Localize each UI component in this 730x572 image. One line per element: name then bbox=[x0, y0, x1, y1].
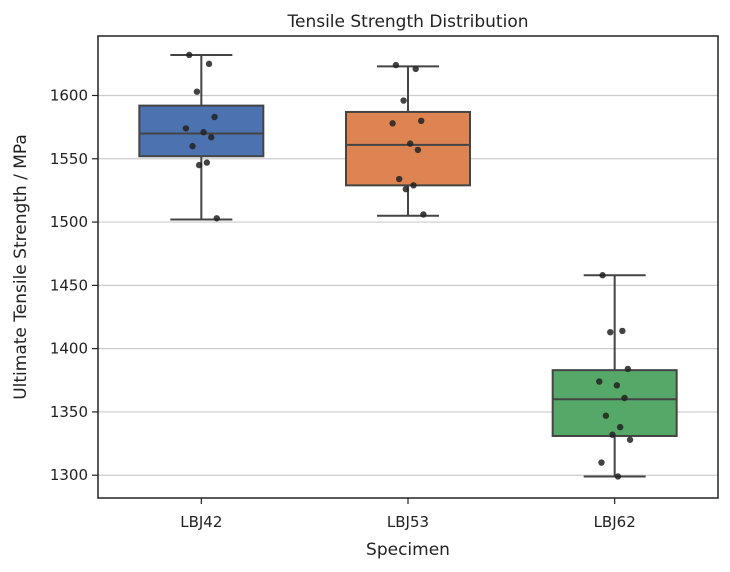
data-point bbox=[619, 327, 626, 335]
box-lbj62 bbox=[551, 274, 678, 478]
data-point bbox=[407, 140, 414, 147]
data-point bbox=[182, 125, 190, 132]
data-point bbox=[402, 185, 409, 193]
y-tick-label: 1350 bbox=[50, 403, 88, 421]
data-point bbox=[200, 128, 207, 136]
y-tick-label: 1300 bbox=[50, 466, 88, 484]
data-point bbox=[203, 159, 211, 166]
data-point bbox=[616, 423, 624, 431]
box-lbj42 bbox=[138, 53, 265, 221]
data-point bbox=[211, 113, 218, 121]
x-tick-label: LBJ42 bbox=[180, 513, 222, 531]
data-point bbox=[418, 117, 425, 125]
data-point bbox=[392, 61, 400, 69]
boxes bbox=[138, 53, 678, 478]
box-lbj53 bbox=[345, 65, 471, 217]
x-tick-label: LBJ53 bbox=[387, 513, 429, 531]
data-point bbox=[599, 272, 606, 279]
data-point bbox=[609, 431, 616, 438]
data-point bbox=[624, 365, 632, 373]
y-tick-label: 1550 bbox=[50, 150, 88, 168]
x-tick-label: LBJ62 bbox=[594, 513, 636, 531]
y-axis: 1300 1350 1400 1450 1500 1550 1600 bbox=[50, 86, 98, 484]
data-point bbox=[213, 215, 220, 222]
data-point bbox=[602, 412, 610, 419]
data-point bbox=[412, 65, 419, 73]
y-tick-label: 1500 bbox=[50, 213, 88, 231]
box-body bbox=[551, 369, 678, 437]
data-point bbox=[621, 394, 628, 402]
data-point bbox=[607, 328, 614, 336]
y-tick-label: 1600 bbox=[50, 86, 88, 104]
data-point bbox=[389, 120, 396, 127]
y-axis-label: Ultimate Tensile Strength / MPa bbox=[11, 134, 31, 400]
data-point bbox=[420, 211, 427, 218]
data-point bbox=[596, 378, 603, 385]
data-point bbox=[396, 175, 403, 183]
data-point bbox=[613, 382, 621, 389]
data-point bbox=[626, 436, 634, 443]
data-point bbox=[400, 97, 407, 104]
data-point bbox=[598, 459, 605, 466]
data-point bbox=[186, 51, 193, 59]
chart-title: Tensile Strength Distribution bbox=[286, 12, 528, 32]
x-axis-label: Specimen bbox=[366, 540, 450, 560]
data-point bbox=[208, 134, 215, 141]
data-point bbox=[189, 142, 196, 150]
box-body bbox=[345, 110, 471, 187]
y-tick-label: 1400 bbox=[50, 340, 88, 358]
data-point bbox=[195, 161, 203, 169]
data-point bbox=[614, 473, 622, 480]
data-points bbox=[182, 51, 634, 480]
data-point bbox=[193, 88, 201, 95]
data-point bbox=[410, 182, 417, 189]
x-axis: LBJ42 LBJ53 LBJ62 bbox=[180, 498, 636, 531]
data-point bbox=[414, 146, 422, 154]
data-point bbox=[205, 60, 213, 68]
y-tick-label: 1450 bbox=[50, 276, 88, 294]
